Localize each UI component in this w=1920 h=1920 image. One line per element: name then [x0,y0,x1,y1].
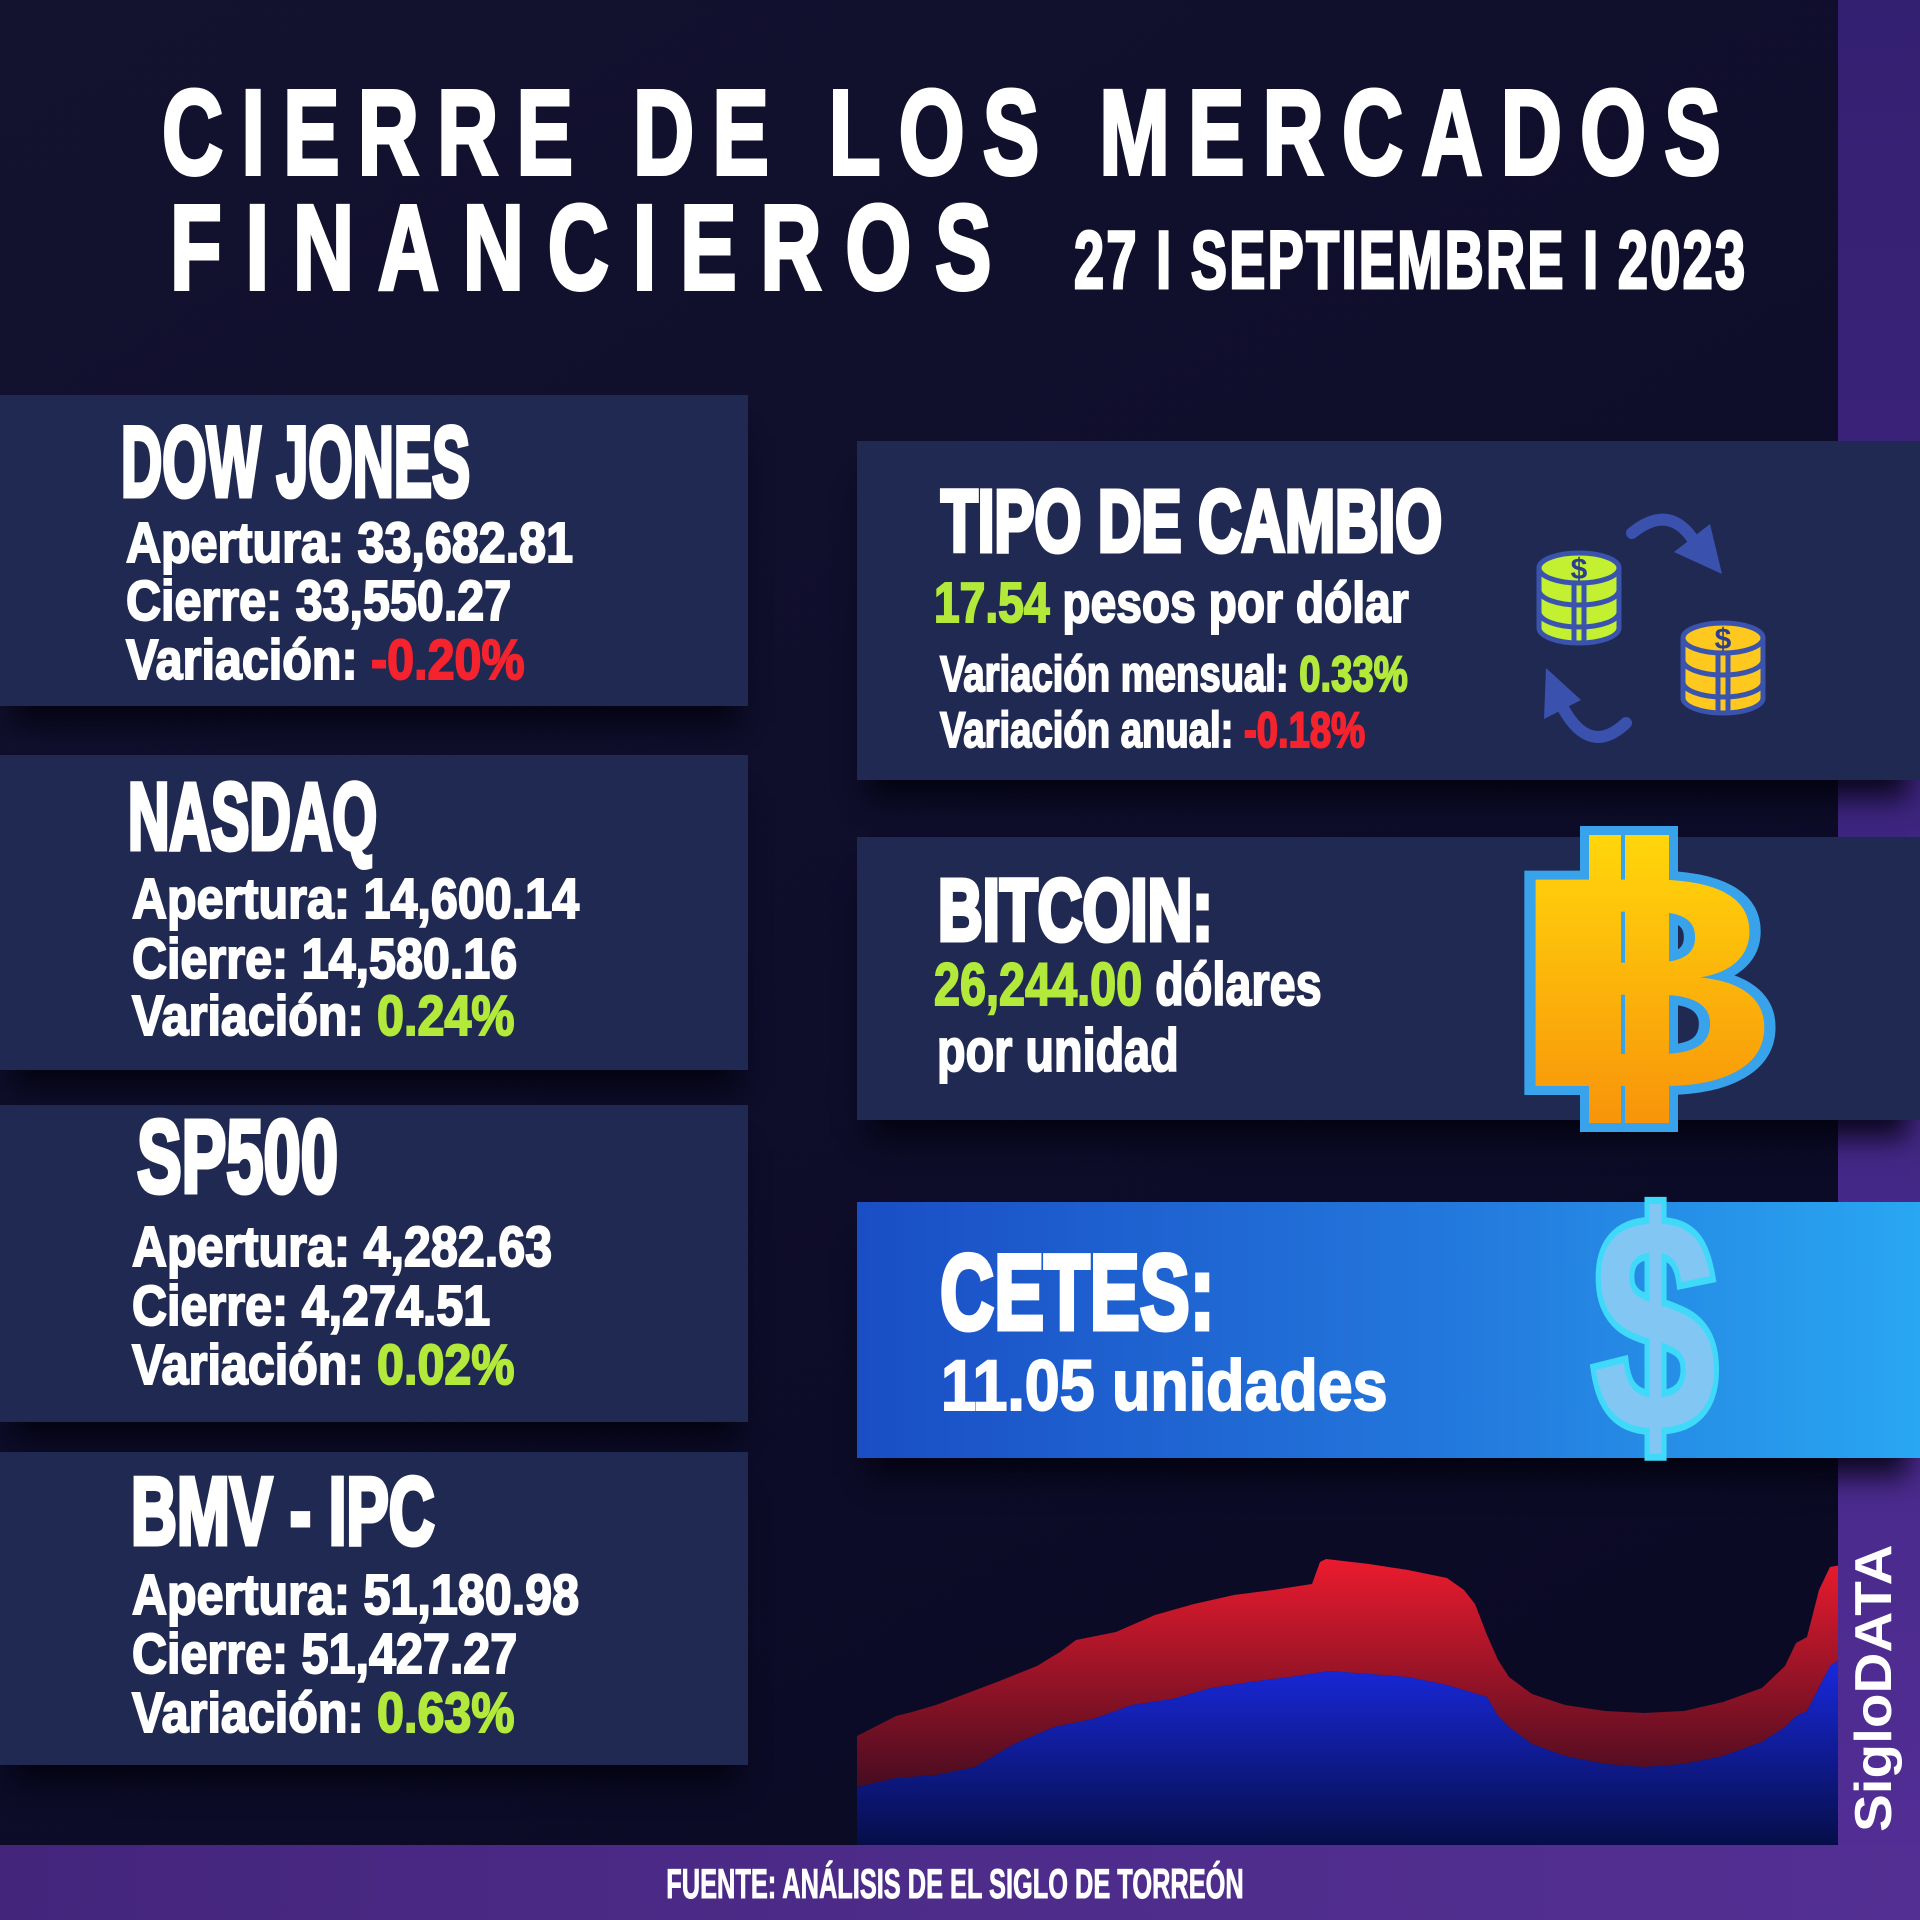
svg-text:$: $ [1715,623,1732,656]
svg-text:$: $ [1593,1190,1717,1480]
svg-text:B: B [1520,820,1780,1140]
svg-text:$: $ [1593,1190,1717,1480]
svg-text:$: $ [1571,553,1588,586]
